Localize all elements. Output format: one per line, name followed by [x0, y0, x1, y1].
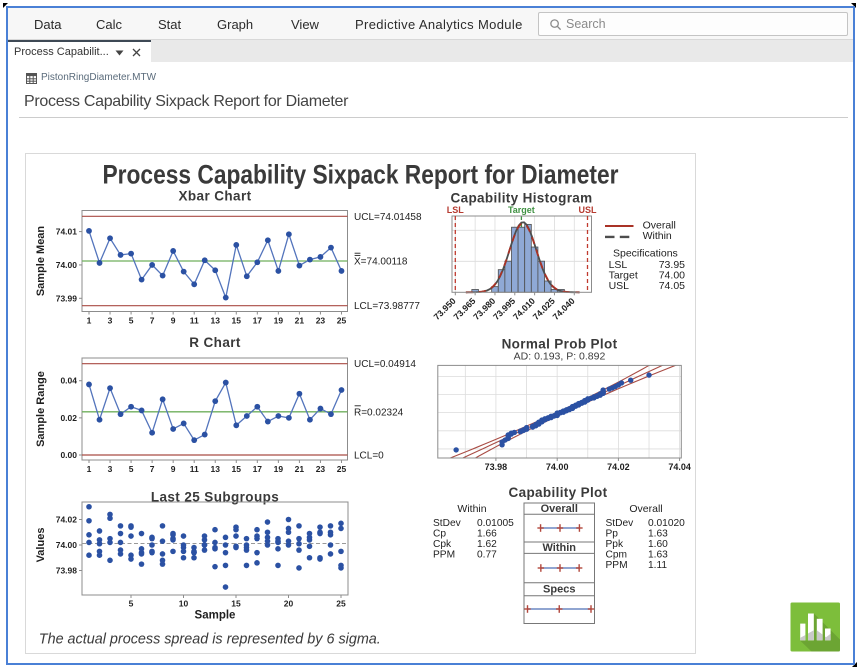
svg-text:15: 15 [231, 599, 241, 609]
svg-text:1.63: 1.63 [648, 550, 668, 561]
svg-text:25: 25 [336, 599, 346, 609]
svg-text:74.00: 74.00 [659, 270, 685, 282]
svg-text:Capability Plot: Capability Plot [508, 485, 607, 500]
svg-text:13: 13 [211, 316, 221, 326]
svg-text:R Chart: R Chart [189, 335, 241, 350]
svg-text:1.60: 1.60 [648, 539, 668, 550]
svg-text:11: 11 [190, 464, 199, 474]
svg-text:10: 10 [179, 599, 189, 609]
svg-text:74.00: 74.00 [56, 540, 78, 550]
svg-text:15: 15 [232, 464, 242, 474]
svg-text:Cp: Cp [433, 528, 446, 539]
svg-text:13: 13 [211, 464, 221, 474]
svg-text:Cpm: Cpm [606, 550, 628, 561]
svg-text:Target: Target [508, 205, 535, 215]
svg-text:15: 15 [232, 316, 242, 326]
svg-text:73.95: 73.95 [659, 259, 685, 271]
svg-text:Cpk: Cpk [433, 539, 452, 550]
svg-text:74.05: 74.05 [659, 280, 685, 292]
svg-text:Within: Within [643, 230, 672, 242]
svg-text:Sample Mean: Sample Mean [35, 226, 47, 297]
svg-text:UCL=0.04914: UCL=0.04914 [354, 359, 416, 370]
svg-text:7: 7 [150, 464, 155, 474]
svg-text:74.01: 74.01 [56, 227, 78, 237]
svg-text:0.77: 0.77 [477, 550, 497, 561]
svg-text:74.02: 74.02 [56, 515, 78, 525]
svg-text:0.02: 0.02 [60, 413, 77, 423]
svg-text:9: 9 [171, 316, 176, 326]
svg-text:17: 17 [253, 464, 263, 474]
svg-text:1.11: 1.11 [648, 560, 667, 571]
svg-text:5: 5 [129, 316, 134, 326]
svg-text:0.01005: 0.01005 [477, 518, 514, 529]
svg-text:Values: Values [35, 528, 47, 563]
svg-text:Overall: Overall [541, 503, 578, 515]
svg-text:The actual process spread is r: The actual process spread is represented… [39, 631, 381, 648]
svg-text:73.98: 73.98 [56, 566, 78, 576]
svg-text:LSL: LSL [609, 259, 628, 271]
svg-text:Specs: Specs [543, 584, 575, 596]
svg-text:Sample: Sample [195, 610, 236, 622]
svg-text:Normal Prob Plot: Normal Prob Plot [502, 337, 618, 352]
svg-text:25: 25 [337, 464, 347, 474]
svg-text:Pp: Pp [606, 528, 619, 539]
svg-text:R=0.02324: R=0.02324 [354, 407, 404, 418]
svg-text:11: 11 [190, 316, 199, 326]
svg-text:74.04: 74.04 [668, 462, 691, 472]
svg-text:74.00: 74.00 [546, 462, 569, 472]
svg-text:9: 9 [171, 464, 176, 474]
svg-text:AD: 0.193, P: 0.892: AD: 0.193, P: 0.892 [514, 351, 606, 363]
svg-text:Xbar Chart: Xbar Chart [178, 189, 251, 204]
svg-text:Overall: Overall [643, 219, 676, 231]
svg-text:PPM: PPM [606, 560, 628, 571]
svg-text:19: 19 [274, 464, 284, 474]
svg-text:1.62: 1.62 [477, 539, 497, 550]
svg-text:5: 5 [129, 464, 134, 474]
svg-text:Process Capability Sixpack Rep: Process Capability Sixpack Report for Di… [103, 160, 619, 190]
svg-text:UCL=74.01458: UCL=74.01458 [354, 212, 422, 223]
svg-text:5: 5 [129, 599, 134, 609]
svg-text:20: 20 [284, 599, 294, 609]
svg-text:Last 25 Subgroups: Last 25 Subgroups [151, 490, 279, 505]
svg-text:PPM: PPM [433, 550, 455, 561]
svg-text:74.02: 74.02 [607, 462, 630, 472]
svg-text:Within: Within [543, 542, 577, 554]
svg-text:1: 1 [87, 316, 92, 326]
svg-text:17: 17 [253, 316, 263, 326]
svg-text:1: 1 [87, 464, 92, 474]
svg-text:1.63: 1.63 [648, 528, 668, 539]
svg-text:74.00: 74.00 [56, 260, 78, 270]
svg-text:X=74.00118: X=74.00118 [354, 257, 408, 268]
svg-text:25: 25 [337, 316, 347, 326]
svg-text:StDev: StDev [606, 518, 635, 529]
svg-text:Target: Target [609, 270, 638, 282]
svg-text:0.00: 0.00 [60, 450, 77, 460]
svg-text:Ppk: Ppk [606, 539, 624, 550]
svg-text:StDev: StDev [433, 518, 462, 529]
svg-text:7: 7 [150, 316, 155, 326]
svg-text:0.01020: 0.01020 [648, 518, 685, 529]
svg-text:73.99: 73.99 [56, 293, 78, 303]
svg-text:Specifications: Specifications [613, 248, 678, 260]
svg-text:1.66: 1.66 [477, 528, 497, 539]
svg-text:LCL=73.98777: LCL=73.98777 [354, 301, 420, 312]
svg-text:3: 3 [108, 316, 113, 326]
svg-text:Overall: Overall [629, 503, 662, 515]
svg-text:19: 19 [274, 316, 284, 326]
svg-text:Within: Within [457, 503, 486, 515]
svg-text:LCL=0: LCL=0 [354, 451, 384, 462]
svg-text:Capability Histogram: Capability Histogram [450, 191, 592, 206]
svg-text:USL: USL [609, 280, 630, 292]
svg-text:Sample Range: Sample Range [35, 371, 47, 447]
svg-text:73.98: 73.98 [485, 462, 508, 472]
svg-text:3: 3 [108, 464, 113, 474]
svg-text:LSL: LSL [447, 205, 465, 215]
svg-text:USL: USL [579, 205, 598, 215]
svg-text:23: 23 [316, 464, 326, 474]
svg-text:21: 21 [295, 464, 305, 474]
svg-text:21: 21 [295, 316, 305, 326]
svg-text:0.04: 0.04 [60, 376, 77, 386]
svg-text:23: 23 [316, 316, 326, 326]
